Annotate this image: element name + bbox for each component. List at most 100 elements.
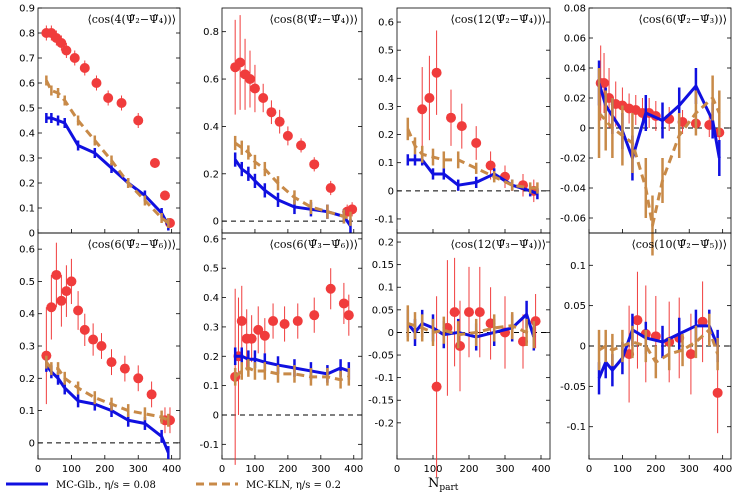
y-tick-label: 0.06 xyxy=(564,34,586,45)
y-tick-label: -0.1 xyxy=(566,422,586,433)
y-tick-label: 0.6 xyxy=(203,75,219,86)
panel-2: 0 0.2 0.4 0.6 0.8 ⟨cos(8(Ψ̃₂−Ψ̃₄))⟩ xyxy=(203,7,363,234)
panel-3: -0.1 0 0.1 0.2 0.3 0.4 0.5 0.6 ⟨cos(12(Ψ̃₂−Ψ̃₄))… xyxy=(374,7,551,234)
x-tick-label: 0 xyxy=(394,464,400,475)
data-point xyxy=(133,373,144,384)
x-tick-label: 400 xyxy=(344,464,363,475)
legend: MC-Glb., η/s = 0.08 MC-KLN, η/s = 0.2 xyxy=(6,480,341,491)
series-line xyxy=(597,60,721,181)
data-point xyxy=(149,158,160,168)
y-tick-label: 0.2 xyxy=(378,238,394,249)
series-points xyxy=(230,15,358,219)
y-tick-label: 0.4 xyxy=(19,309,35,320)
data-point xyxy=(133,115,144,126)
x-tick-label: 100 xyxy=(245,464,264,475)
data-point xyxy=(347,204,358,215)
data-point xyxy=(61,286,72,297)
panel-title: ⟨cos(10(Ψ̃₂−Ψ̃₅))⟩ xyxy=(631,238,727,251)
series-points xyxy=(41,242,175,434)
plot-frame xyxy=(221,232,363,460)
data-point xyxy=(464,307,474,318)
data-point xyxy=(424,93,435,103)
series-points xyxy=(431,257,541,478)
series-dash xyxy=(406,305,536,349)
x-tick-label: 300 xyxy=(495,464,514,475)
y-tick-label: -0.02 xyxy=(560,154,586,165)
y-tick-label: 0.5 xyxy=(203,264,219,275)
panel-5: 0 0.1 0.2 0.3 0.4 0.5 0.6 0 100 200 300 400 ⟨cos(6(Ψ… xyxy=(19,232,181,475)
data-point xyxy=(292,316,303,327)
data-point xyxy=(456,121,467,132)
y-tick-label: 0.6 xyxy=(19,245,35,256)
data-point xyxy=(79,324,90,335)
y-tick-label: -0.1 xyxy=(374,373,394,384)
data-point xyxy=(268,316,279,327)
data-point xyxy=(485,160,496,171)
series-line xyxy=(45,113,170,231)
data-point xyxy=(245,74,255,85)
series-dash xyxy=(45,75,170,228)
data-point xyxy=(431,67,442,78)
y-tick-label: -0.04 xyxy=(560,184,586,195)
data-point xyxy=(69,53,80,63)
x-tick-label: 200 xyxy=(278,464,297,475)
y-tick-label: 0 xyxy=(388,328,394,339)
data-point xyxy=(66,276,77,287)
panel-4: -0.06 -0.04 -0.02 0 0.02 0.04 0.06 0.08 ⟨cos(6(Ψ… xyxy=(560,4,732,256)
series-points xyxy=(417,30,539,203)
y-tick-label: 0.2 xyxy=(19,179,35,190)
x-axis-label: Npart xyxy=(428,476,459,493)
data-point xyxy=(73,305,84,316)
series-dash xyxy=(597,68,721,256)
data-point xyxy=(61,45,72,56)
data-point xyxy=(449,307,460,318)
y-tick-label: 0 xyxy=(213,410,219,421)
data-point xyxy=(103,93,114,103)
y-tick-label: -0.05 xyxy=(368,351,394,362)
panel-8: -0.1 -0.05 0 0.05 0.1 0 100 200 300 400 ⟨cos(10(Ψ̃… xyxy=(560,232,732,475)
series-dash xyxy=(406,117,539,194)
panel-title: ⟨cos(6(Ψ̃₂−Ψ̃₆))⟩ xyxy=(87,238,176,251)
x-tick-label: 200 xyxy=(646,464,665,475)
y-tick-label: 0.04 xyxy=(564,64,586,75)
y-tick-label: 0 xyxy=(580,342,586,353)
data-point xyxy=(253,324,264,335)
data-point xyxy=(530,316,541,327)
plot-frame xyxy=(37,232,181,460)
y-tick-label: 0.5 xyxy=(19,104,35,115)
data-point xyxy=(309,159,320,170)
y-tick-label: 0.3 xyxy=(19,342,35,353)
mc-glb-line xyxy=(46,116,170,227)
y-tick-label: 0.3 xyxy=(19,154,35,165)
y-tick-label: -0.1 xyxy=(199,440,219,451)
plot-frame xyxy=(221,7,363,234)
y-tick-label: 0.02 xyxy=(564,94,586,105)
y-tick-label: 0.4 xyxy=(203,122,219,133)
data-point xyxy=(446,112,456,123)
plot-frame xyxy=(396,232,551,460)
panel-1: 0 0.1 0.2 0.3 0.4 0.5 0.6 0.7 0.8 0.9 ⟨cos(4(Ψ̃₂−Ψ… xyxy=(19,4,181,240)
y-tick-label: 0.2 xyxy=(203,169,219,180)
panel-6: -0.1 0 0.1 0.2 0.3 0.4 0.5 0.6 0 100 200 300 400 ⟨cos… xyxy=(199,232,363,475)
y-tick-label: 0.4 xyxy=(19,129,35,140)
y-tick-label: 0.1 xyxy=(570,261,586,272)
data-point xyxy=(266,107,277,118)
data-point xyxy=(116,98,127,108)
data-point xyxy=(431,381,442,392)
data-point xyxy=(712,387,723,398)
data-point xyxy=(697,316,708,327)
y-tick-label: 0.1 xyxy=(203,381,219,392)
panel-title: ⟨cos(12(Ψ̃₃−Ψ̃₄))⟩ xyxy=(450,238,546,251)
data-point xyxy=(417,104,428,115)
data-point xyxy=(46,302,57,313)
y-tick-label: 0.8 xyxy=(19,29,35,40)
series-dash xyxy=(233,135,352,226)
x-tick-label: 200 xyxy=(459,464,478,475)
y-tick-label: 0.08 xyxy=(564,4,586,15)
x-tick-label: 100 xyxy=(62,464,81,475)
y-tick-label: 0.1 xyxy=(378,283,394,294)
data-point xyxy=(106,357,117,368)
y-tick-label: 0.05 xyxy=(372,305,394,316)
mc-glb-line xyxy=(407,158,538,196)
